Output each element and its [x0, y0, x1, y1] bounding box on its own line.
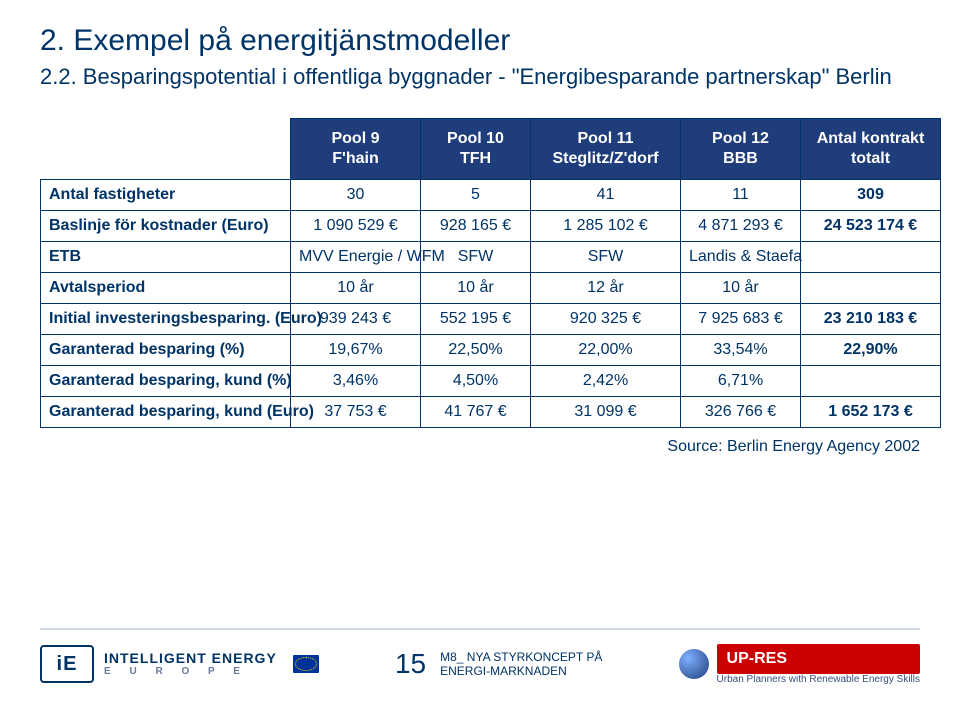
- cell: 11: [681, 180, 801, 211]
- table-header-blank: [41, 119, 291, 180]
- cell: 10 år: [681, 273, 801, 304]
- table-body: Antal fastigheter3054111309Baslinje för …: [41, 180, 941, 428]
- cell: 928 165 €: [421, 211, 531, 242]
- cell: 920 325 €: [531, 304, 681, 335]
- cell: 2,42%: [531, 366, 681, 397]
- slide-page: 2. Exempel på energitjänstmodeller 2.2. …: [0, 0, 960, 716]
- cell: 41: [531, 180, 681, 211]
- table-row: Garanterad besparing, kund (%)3,46%4,50%…: [41, 366, 941, 397]
- cell: 41 767 €: [421, 397, 531, 428]
- row-label: Garanterad besparing, kund (%): [41, 366, 291, 397]
- ie-icon: iE: [40, 645, 94, 683]
- cell: [801, 273, 941, 304]
- cell: 22,90%: [801, 335, 941, 366]
- cell: 10 år: [291, 273, 421, 304]
- cell: 23 210 183 €: [801, 304, 941, 335]
- row-label: Baslinje för kostnader (Euro): [41, 211, 291, 242]
- col-header: Pool 9F'hain: [291, 119, 421, 180]
- row-label: Garanterad besparing, kund (Euro): [41, 397, 291, 428]
- col-header: Pool 11Steglitz/Z'dorf: [531, 119, 681, 180]
- col-header: Antal kontrakttotalt: [801, 119, 941, 180]
- cell: 31 099 €: [531, 397, 681, 428]
- cell: Landis & Staefa: [681, 242, 801, 273]
- cell: 4,50%: [421, 366, 531, 397]
- cell: SFW: [531, 242, 681, 273]
- table-row: Antal fastigheter3054111309: [41, 180, 941, 211]
- table-row: Avtalsperiod10 år10 år12 år10 år: [41, 273, 941, 304]
- cell: 33,54%: [681, 335, 801, 366]
- cell: 6,71%: [681, 366, 801, 397]
- cell: 22,00%: [531, 335, 681, 366]
- table-row: Garanterad besparing (%)19,67%22,50%22,0…: [41, 335, 941, 366]
- cell: 3,46%: [291, 366, 421, 397]
- cell: 1 090 529 €: [291, 211, 421, 242]
- source-line: Source: Berlin Energy Agency 2002: [40, 438, 920, 456]
- col-header: Pool 10TFH: [421, 119, 531, 180]
- table-row: Garanterad besparing, kund (Euro)37 753 …: [41, 397, 941, 428]
- data-table: Pool 9F'hain Pool 10TFH Pool 11Steglitz/…: [40, 118, 941, 428]
- eu-flag-icon: [293, 655, 319, 673]
- upres-badge: UP-RES: [717, 644, 920, 674]
- table-row: ETBMVV Energie / WFMSFWSFWLandis & Staef…: [41, 242, 941, 273]
- cell: 22,50%: [421, 335, 531, 366]
- upres-tagline: Urban Planners with Renewable Energy Ski…: [717, 674, 920, 685]
- table-row: Initial investeringsbesparing. (Euro)939…: [41, 304, 941, 335]
- cell: MVV Energie / WFM: [291, 242, 421, 273]
- cell: 326 766 €: [681, 397, 801, 428]
- row-label: Initial investeringsbesparing. (Euro): [41, 304, 291, 335]
- row-label: Avtalsperiod: [41, 273, 291, 304]
- doc-title: M8_ NYA STYRKONCEPT PÅENERGI-MARKNADEN: [440, 650, 602, 679]
- cell: 552 195 €: [421, 304, 531, 335]
- cell: 10 år: [421, 273, 531, 304]
- cell: 7 925 683 €: [681, 304, 801, 335]
- row-label: Garanterad besparing (%): [41, 335, 291, 366]
- row-label: ETB: [41, 242, 291, 273]
- cell: 19,67%: [291, 335, 421, 366]
- cell: 4 871 293 €: [681, 211, 801, 242]
- cell: 12 år: [531, 273, 681, 304]
- planet-icon: [679, 649, 709, 679]
- cell: [801, 366, 941, 397]
- cell: 1 652 173 €: [801, 397, 941, 428]
- cell: 24 523 174 €: [801, 211, 941, 242]
- page-subtitle: 2.2. Besparingspotential i offentliga by…: [40, 64, 920, 90]
- page-number: 15: [395, 648, 426, 680]
- col-header: Pool 12BBB: [681, 119, 801, 180]
- cell: 1 285 102 €: [531, 211, 681, 242]
- page-title: 2. Exempel på energitjänstmodeller: [40, 24, 920, 58]
- row-label: Antal fastigheter: [41, 180, 291, 211]
- up-res-logo: UP-RES Urban Planners with Renewable Ene…: [679, 644, 920, 685]
- slide-footer: iE INTELLIGENT ENERGY E U R O P E 15 M8_…: [0, 634, 960, 694]
- table-head: Pool 9F'hain Pool 10TFH Pool 11Steglitz/…: [41, 119, 941, 180]
- footer-center: 15 M8_ NYA STYRKONCEPT PÅENERGI-MARKNADE…: [395, 648, 602, 680]
- cell: [801, 242, 941, 273]
- intelligent-energy-logo: iE INTELLIGENT ENERGY E U R O P E: [40, 645, 319, 683]
- ie-brand-text: INTELLIGENT ENERGY E U R O P E: [104, 651, 277, 677]
- cell: 309: [801, 180, 941, 211]
- table-row: Baslinje för kostnader (Euro)1 090 529 €…: [41, 211, 941, 242]
- cell: 30: [291, 180, 421, 211]
- cell: 5: [421, 180, 531, 211]
